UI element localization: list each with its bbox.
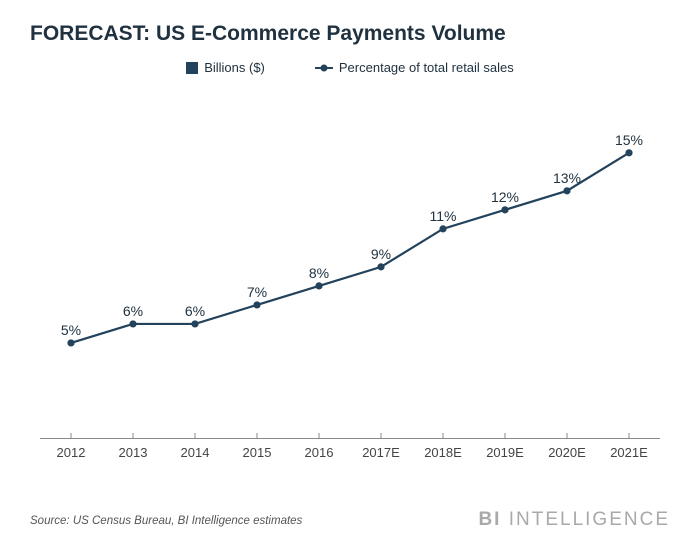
brand-logo: BI INTELLIGENCE xyxy=(478,509,670,531)
legend: Billions ($) Percentage of total retail … xyxy=(0,60,700,75)
x-axis-label: 2015 xyxy=(226,439,288,464)
chart-area: $230$260$299$340$390$461$531$610$669$798… xyxy=(40,90,660,464)
x-axis-label: 2014 xyxy=(164,439,226,464)
x-axis-label: 2019E xyxy=(474,439,536,464)
source-note: Source: US Census Bureau, BI Intelligenc… xyxy=(30,515,302,527)
brand-bi: BI xyxy=(478,509,501,530)
pct-label: 6% xyxy=(123,303,143,319)
pct-label: 7% xyxy=(247,284,267,300)
line-swatch-icon xyxy=(315,67,333,69)
legend-item-bars: Billions ($) xyxy=(186,60,265,75)
chart-title: FORECAST: US E-Commerce Payments Volume xyxy=(30,22,506,46)
x-axis-label: 2021E xyxy=(598,439,660,464)
pct-label: 9% xyxy=(371,246,391,262)
bar-swatch-icon xyxy=(186,62,198,74)
legend-bars-label: Billions ($) xyxy=(204,60,265,75)
x-axis-label: 2020E xyxy=(536,439,598,464)
legend-line-label: Percentage of total retail sales xyxy=(339,60,514,75)
x-axis-label: 2017E xyxy=(350,439,412,464)
pct-label: 8% xyxy=(309,265,329,281)
pct-labels: 5% 6% 6% 7% 8% 9% 11% 12% 13% 15% xyxy=(40,90,660,439)
pct-label: 13% xyxy=(553,170,581,186)
pct-label: 11% xyxy=(430,208,457,224)
x-axis-label: 2012 xyxy=(40,439,102,464)
pct-label: 12% xyxy=(491,189,519,205)
brand-rest: INTELLIGENCE xyxy=(501,509,670,530)
x-axis-label: 2018E xyxy=(412,439,474,464)
pct-label: 15% xyxy=(615,132,643,148)
x-axis-label: 2013 xyxy=(102,439,164,464)
legend-item-line: Percentage of total retail sales xyxy=(315,60,514,75)
x-axis: 201220132014201520162017E2018E2019E2020E… xyxy=(40,439,660,464)
pct-label: 5% xyxy=(61,322,81,338)
pct-label: 6% xyxy=(185,303,205,319)
x-axis-label: 2016 xyxy=(288,439,350,464)
